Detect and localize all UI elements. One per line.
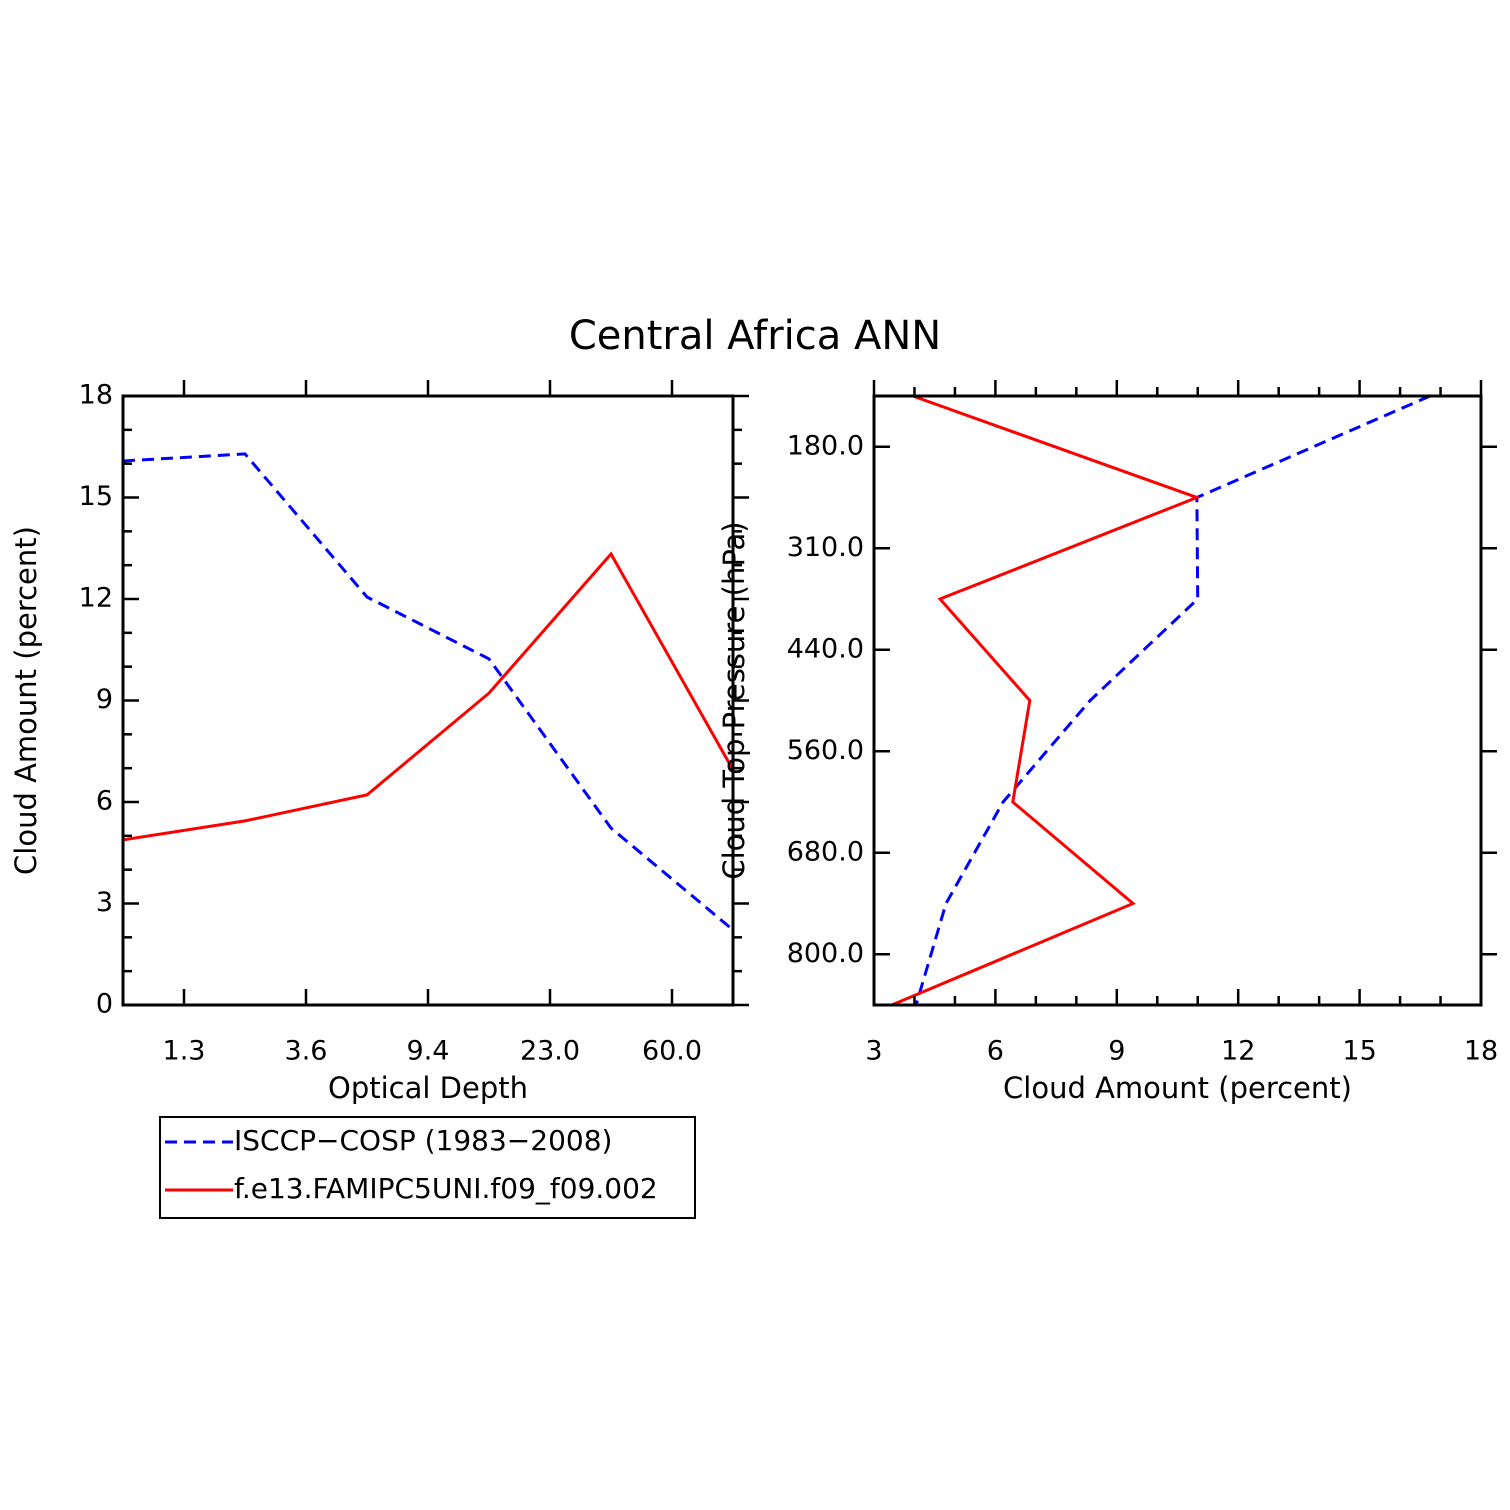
y-tick-label: 180.0 — [787, 430, 864, 461]
x-tick-label: 9 — [1108, 1036, 1125, 1067]
y-tick-label: 9 — [96, 684, 113, 715]
y-tick-label: 680.0 — [787, 836, 864, 867]
legend-label: f.e13.FAMIPC5UNI.f09_f09.002 — [234, 1172, 658, 1205]
legend-box — [159, 1116, 696, 1219]
y-tick-label: 6 — [96, 786, 113, 817]
y-tick-label: 18 — [79, 380, 113, 411]
x-tick-label: 23.0 — [520, 1036, 580, 1067]
y-axis-label: Cloud Top Pressure (hPa) — [717, 521, 751, 879]
x-tick-label: 3.6 — [285, 1036, 328, 1067]
plot-frame — [872, 394, 1483, 1007]
series-line — [122, 551, 735, 842]
x-tick-label: 15 — [1342, 1036, 1376, 1067]
plot-frame — [121, 394, 735, 1007]
y-tick-label: 440.0 — [787, 633, 864, 664]
series-line — [891, 394, 1202, 1007]
x-tick-label: 9.4 — [407, 1036, 450, 1067]
y-tick-label: 0 — [96, 989, 113, 1020]
x-tick-label: 60.0 — [642, 1036, 702, 1067]
series-line — [914, 394, 1431, 1006]
y-tick-label: 3 — [96, 887, 113, 918]
y-tick-label: 12 — [79, 583, 113, 614]
x-tick-label: 3 — [865, 1036, 882, 1067]
figure-title: Central Africa ANN — [569, 313, 941, 359]
x-tick-label: 18 — [1464, 1036, 1498, 1067]
x-tick-label: 6 — [987, 1036, 1004, 1067]
x-tick-label: 1.3 — [163, 1036, 206, 1067]
y-tick-label: 800.0 — [787, 938, 864, 969]
x-tick-label: 12 — [1221, 1036, 1255, 1067]
y-tick-label: 560.0 — [787, 735, 864, 766]
legend-label: ISCCP−COSP (1983−2008) — [234, 1124, 612, 1157]
y-axis-label: Cloud Amount (percent) — [9, 526, 43, 875]
y-tick-label: 310.0 — [787, 532, 864, 563]
y-tick-label: 15 — [79, 481, 113, 512]
x-axis-label: Optical Depth — [328, 1071, 528, 1105]
x-axis-label: Cloud Amount (percent) — [1003, 1071, 1352, 1105]
series-line — [122, 452, 734, 932]
